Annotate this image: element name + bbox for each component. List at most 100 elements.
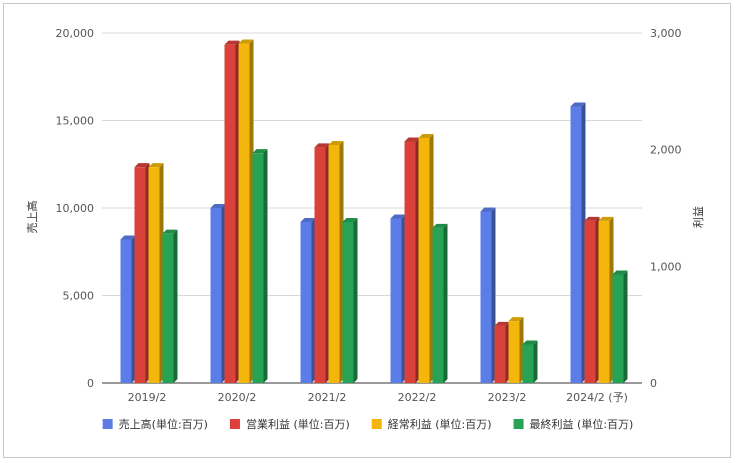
legend-swatch	[229, 419, 240, 429]
bar-top	[120, 235, 136, 240]
legend-label: 最終利益 (単位:百万)	[530, 417, 634, 431]
bar	[390, 214, 406, 383]
bar	[210, 204, 226, 383]
bar-top	[252, 149, 268, 154]
bar	[404, 137, 420, 383]
right-tick-label: 2,000	[650, 144, 682, 157]
bar	[418, 134, 434, 383]
bar	[342, 218, 358, 383]
bar	[612, 270, 628, 383]
bar	[134, 163, 150, 383]
bar	[508, 317, 524, 383]
bar	[480, 207, 496, 383]
bar-top	[210, 204, 226, 208]
bar-top	[224, 40, 240, 45]
x-tick-label: 2020/2	[218, 391, 257, 404]
bar	[570, 102, 586, 383]
bar-front	[134, 167, 146, 383]
bar-top	[584, 216, 600, 221]
legend-label: 経常利益 (単位:百万)	[388, 417, 492, 431]
bar-top	[162, 229, 178, 234]
bar-front	[480, 211, 492, 383]
bar-top	[570, 102, 586, 107]
bar-top	[494, 321, 510, 326]
bar-side	[353, 218, 358, 383]
legend-item: 売上高(単位:百万)	[102, 417, 208, 431]
x-tick-label: 2024/2 (予)	[566, 391, 628, 404]
bar-side	[263, 149, 268, 383]
bar-front	[584, 220, 596, 383]
legend-item: 経常利益 (単位:百万)	[371, 417, 492, 431]
left-tick-label: 5,000	[63, 290, 95, 303]
bar-front	[404, 141, 416, 383]
x-tick-label: 2021/2	[308, 391, 347, 404]
bar-top	[148, 163, 164, 168]
bar-side	[443, 223, 448, 383]
bar-top	[418, 134, 434, 138]
bar-front	[314, 147, 326, 383]
bar-top	[598, 216, 614, 221]
left-axis-ticks: 0 5,000 10,000 15,000 20,000	[56, 27, 95, 390]
bar-front	[390, 218, 402, 383]
bar	[120, 235, 136, 383]
legend: 売上高(単位:百万) 営業利益 (単位:百万) 経常利益 (単位:百万) 最終利益 (…	[102, 417, 634, 431]
bar-top	[390, 214, 406, 219]
bar-side	[173, 229, 178, 383]
bar	[328, 141, 344, 383]
bar	[252, 149, 268, 383]
x-axis-ticks: 2019/2 2020/2 2021/2 2022/2 2023/2 2024/2 (予)	[128, 391, 628, 404]
left-tick-label: 10,000	[56, 202, 95, 215]
right-axis-ticks: 0 1,000 2,000 3,000	[650, 27, 682, 390]
bar-top	[508, 317, 524, 322]
bar	[522, 340, 538, 383]
bar-top	[238, 39, 254, 44]
bar-front	[300, 222, 312, 383]
bar-side	[533, 340, 538, 383]
x-tick-label: 2023/2	[488, 391, 527, 404]
left-tick-label: 20,000	[56, 27, 95, 40]
gridlines	[102, 32, 642, 384]
bar-side	[623, 270, 628, 383]
bar	[494, 321, 510, 383]
bar-front	[120, 239, 132, 383]
bar-top	[404, 137, 420, 142]
bar	[300, 218, 316, 383]
bar-front	[508, 321, 520, 383]
bar-top	[328, 141, 344, 145]
bar	[162, 229, 178, 383]
bar	[224, 40, 240, 384]
bar	[148, 163, 164, 383]
bar-top	[612, 270, 628, 275]
legend-swatch	[371, 419, 382, 429]
left-tick-label: 0	[87, 377, 94, 390]
legend-label: 営業利益 (単位:百万)	[246, 417, 350, 431]
legend-item: 営業利益 (単位:百万)	[229, 417, 350, 431]
bar	[314, 143, 330, 383]
bar	[432, 223, 448, 383]
bar-top	[300, 218, 316, 222]
bar-front	[418, 138, 430, 383]
bar	[238, 39, 254, 383]
x-tick-label: 2019/2	[128, 391, 167, 404]
bar-top	[480, 207, 496, 212]
bar-front	[598, 220, 610, 383]
bar-front	[252, 153, 264, 383]
bar-front	[432, 227, 444, 383]
bar-top	[342, 218, 358, 222]
left-tick-label: 15,000	[56, 115, 95, 128]
bar-top	[522, 340, 538, 345]
bar	[598, 216, 614, 383]
left-axis-title: 売上高	[25, 201, 39, 234]
bar-front	[238, 43, 250, 383]
legend-label: 売上高(単位:百万)	[119, 417, 208, 431]
bar-top	[432, 223, 448, 228]
bar-front	[224, 44, 236, 384]
bar	[584, 216, 600, 383]
bar-front	[342, 222, 354, 383]
bar-front	[328, 145, 340, 383]
bar-top	[134, 163, 150, 168]
legend-item: 最終利益 (単位:百万)	[513, 417, 634, 431]
bar-front	[494, 325, 506, 383]
right-tick-label: 0	[650, 377, 657, 390]
